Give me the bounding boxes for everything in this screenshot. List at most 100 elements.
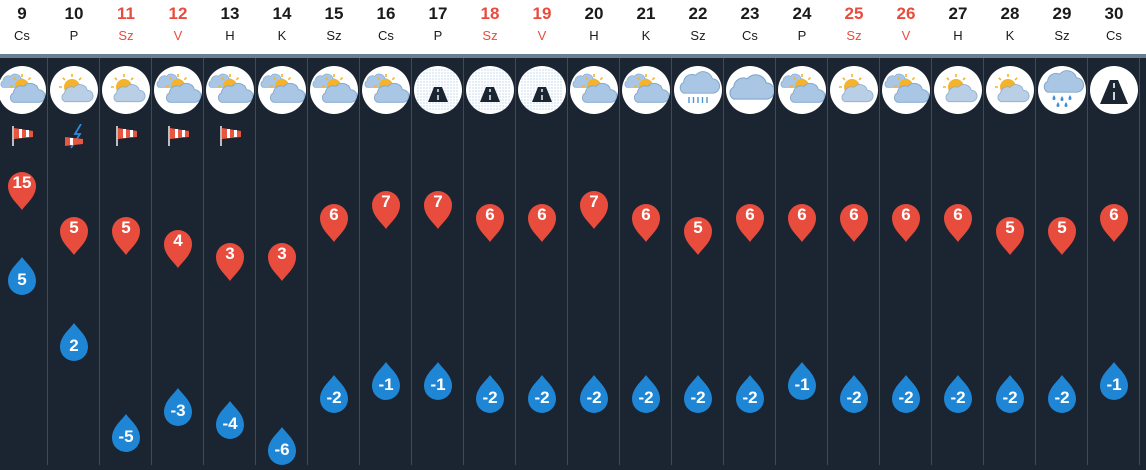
min-temp-marker[interactable]: -1 <box>784 361 820 405</box>
min-temp-marker[interactable]: -1 <box>420 361 456 405</box>
min-temp-marker[interactable]: 5 <box>4 256 40 300</box>
min-temp-marker[interactable]: -4 <box>212 400 248 444</box>
max-temp-marker[interactable]: 6 <box>888 199 924 243</box>
column-divider <box>463 58 464 465</box>
min-temp-marker[interactable]: -2 <box>1044 374 1080 418</box>
fog-road-icon[interactable] <box>518 66 566 114</box>
drizzle-icon[interactable] <box>674 66 722 114</box>
max-temp-value: 5 <box>1005 218 1015 237</box>
min-temp-marker[interactable]: -1 <box>1096 361 1132 405</box>
min-temp-marker[interactable]: -6 <box>264 426 300 470</box>
max-temp-value: 6 <box>485 205 495 224</box>
day-column[interactable]: 15 Sz 6 -2 <box>308 0 360 465</box>
min-temp-marker[interactable]: -2 <box>316 374 352 418</box>
day-column[interactable]: 26 V 6 -2 <box>880 0 932 465</box>
day-column[interactable]: 10 P 5 2 <box>48 0 100 465</box>
day-column[interactable]: 20 H 7 -2 <box>568 0 620 465</box>
day-column[interactable]: 18 Sz 6 -2 <box>464 0 516 465</box>
max-temp-marker[interactable]: 6 <box>472 199 508 243</box>
min-temp-marker[interactable]: -2 <box>576 374 612 418</box>
min-temp-marker[interactable]: -5 <box>108 413 144 457</box>
sunny-cloud-icon[interactable] <box>934 66 982 114</box>
max-temp-marker[interactable]: 5 <box>1044 212 1080 256</box>
max-temp-marker[interactable]: 6 <box>940 199 976 243</box>
day-column[interactable]: 21 K 6 -2 <box>620 0 672 465</box>
day-column[interactable]: 19 V 6 -2 <box>516 0 568 465</box>
day-column[interactable]: 30 Cs 6 -1 <box>1088 0 1140 465</box>
min-temp-marker[interactable]: -3 <box>160 387 196 431</box>
max-temp-value: 6 <box>641 205 651 224</box>
partly-cloudy-icon[interactable] <box>206 66 254 114</box>
max-temp-marker[interactable]: 6 <box>732 199 768 243</box>
min-temp-marker[interactable]: -2 <box>628 374 664 418</box>
day-column[interactable]: 23 Cs 6 -2 <box>724 0 776 465</box>
day-column[interactable]: 27 H 6 -2 <box>932 0 984 465</box>
slippery-road-icon[interactable] <box>1090 66 1138 114</box>
day-number: 23 <box>740 4 760 23</box>
min-temp-marker[interactable]: -2 <box>888 374 924 418</box>
sunny-cloud-icon[interactable] <box>102 66 150 114</box>
rain-icon[interactable] <box>1038 66 1086 114</box>
partly-cloudy-icon[interactable] <box>154 66 202 114</box>
max-temp-marker[interactable]: 7 <box>368 186 404 230</box>
max-temp-marker[interactable]: 3 <box>212 238 248 282</box>
min-temp-marker[interactable]: -2 <box>472 374 508 418</box>
fog-road-icon[interactable] <box>414 66 462 114</box>
max-temp-marker[interactable]: 5 <box>108 212 144 256</box>
max-temp-value: 6 <box>797 205 807 224</box>
day-column[interactable]: 14 K 3 -6 <box>256 0 308 465</box>
day-column[interactable]: 13 H 3 -4 <box>204 0 256 465</box>
column-divider <box>1087 58 1088 465</box>
min-temp-marker[interactable]: -1 <box>368 361 404 405</box>
sunny-cloud-icon[interactable] <box>986 66 1034 114</box>
cloudy-icon[interactable] <box>726 66 774 114</box>
partly-cloudy-icon[interactable] <box>0 66 46 114</box>
day-column[interactable]: 12 V 4 -3 <box>152 0 204 465</box>
max-temp-marker[interactable]: 7 <box>420 186 456 230</box>
max-temp-marker[interactable]: 5 <box>992 212 1028 256</box>
column-divider <box>567 58 568 465</box>
min-temp-marker[interactable]: -2 <box>732 374 768 418</box>
partly-cloudy-icon[interactable] <box>622 66 670 114</box>
min-temp-marker[interactable]: -2 <box>836 374 872 418</box>
min-temp-marker[interactable]: -2 <box>524 374 560 418</box>
partly-cloudy-icon[interactable] <box>258 66 306 114</box>
max-temp-marker[interactable]: 6 <box>524 199 560 243</box>
day-column[interactable]: 17 P 7 -1 <box>412 0 464 465</box>
partly-cloudy-icon[interactable] <box>310 66 358 114</box>
day-column[interactable]: 29 Sz 5 -2 <box>1036 0 1088 465</box>
max-temp-marker[interactable]: 5 <box>56 212 92 256</box>
max-temp-marker[interactable]: 5 <box>680 212 716 256</box>
fog-road-icon[interactable] <box>466 66 514 114</box>
day-column[interactable]: 16 Cs 7 -1 <box>360 0 412 465</box>
wind-gust-marker[interactable]: 15 <box>4 167 40 211</box>
max-temp-marker[interactable]: 6 <box>316 199 352 243</box>
day-name: Sz <box>326 28 342 43</box>
partly-cloudy-icon[interactable] <box>570 66 618 114</box>
day-number: 24 <box>792 4 812 23</box>
max-temp-marker[interactable]: 7 <box>576 186 612 230</box>
max-temp-marker[interactable]: 6 <box>1096 199 1132 243</box>
max-temp-marker[interactable]: 6 <box>784 199 820 243</box>
windsock-icon <box>217 124 245 150</box>
day-column[interactable]: 11 Sz 5 -5 <box>100 0 152 465</box>
sunny-cloud-icon[interactable] <box>50 66 98 114</box>
partly-cloudy-icon[interactable] <box>362 66 410 114</box>
max-temp-marker[interactable]: 3 <box>264 238 300 282</box>
min-temp-marker[interactable]: -2 <box>940 374 976 418</box>
min-temp-marker[interactable]: -2 <box>680 374 716 418</box>
sunny-cloud-icon[interactable] <box>830 66 878 114</box>
max-temp-marker[interactable]: 4 <box>160 225 196 269</box>
day-number: 22 <box>688 4 708 23</box>
day-column[interactable]: 25 Sz 6 -2 <box>828 0 880 465</box>
day-column[interactable]: 22 Sz 5 -2 <box>672 0 724 465</box>
day-column[interactable]: 28 K 5 -2 <box>984 0 1036 465</box>
partly-cloudy-icon[interactable] <box>882 66 930 114</box>
max-temp-marker[interactable]: 6 <box>628 199 664 243</box>
max-temp-marker[interactable]: 6 <box>836 199 872 243</box>
min-temp-marker[interactable]: -2 <box>992 374 1028 418</box>
min-temp-marker[interactable]: 2 <box>56 322 92 366</box>
partly-cloudy-icon[interactable] <box>778 66 826 114</box>
day-column[interactable]: 9 Cs 15 5 <box>0 0 48 465</box>
day-column[interactable]: 24 P 6 -1 <box>776 0 828 465</box>
